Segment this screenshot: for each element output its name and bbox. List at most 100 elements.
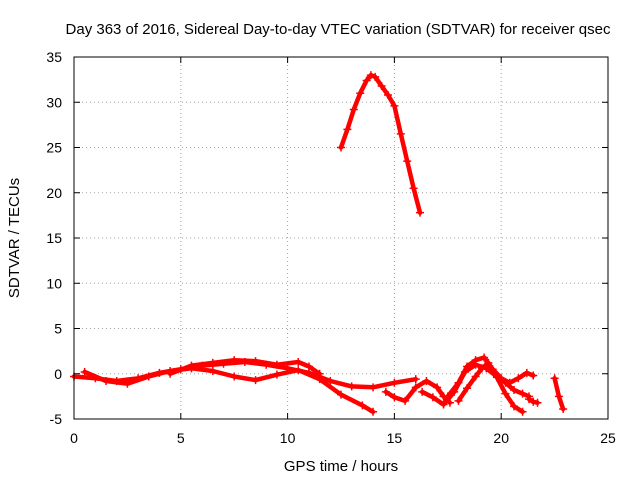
data-point	[366, 71, 375, 80]
data-point	[510, 386, 519, 395]
data-point	[524, 395, 533, 404]
x-tick-labels: 0 5 10 15 20 25	[70, 430, 616, 446]
data-point	[304, 362, 313, 371]
data-point	[477, 364, 486, 373]
axis-ticks	[73, 56, 609, 420]
data-point	[343, 125, 352, 134]
y-tick-label: 20	[46, 185, 62, 201]
series-track-G	[454, 358, 527, 416]
grid-lines	[74, 57, 608, 419]
data-point	[208, 367, 217, 376]
data-points	[70, 71, 568, 416]
data-point	[480, 353, 489, 362]
series-high-arc	[337, 71, 425, 217]
x-axis-label: GPS time / hours	[284, 458, 398, 475]
y-tick-label: 35	[46, 49, 62, 65]
data-point	[411, 375, 420, 384]
data-point	[533, 398, 542, 407]
data-point	[272, 370, 281, 379]
data-point	[294, 357, 303, 366]
data-point	[463, 384, 472, 393]
data-point	[471, 356, 480, 365]
data-point	[369, 407, 378, 416]
data-point	[356, 89, 365, 98]
data-point	[347, 382, 356, 391]
data-point	[409, 184, 418, 193]
data-point	[416, 208, 425, 217]
data-point	[428, 393, 437, 402]
data-point	[381, 387, 390, 396]
data-point	[454, 396, 463, 405]
x-tick-label: 15	[387, 430, 403, 446]
data-point	[422, 376, 431, 385]
series-track-B	[80, 364, 378, 416]
data-point	[383, 91, 392, 100]
data-point	[144, 372, 153, 381]
data-point	[529, 397, 538, 406]
data-point	[187, 361, 196, 370]
data-point	[362, 76, 371, 85]
data-point	[272, 360, 281, 369]
x-tick-label: 20	[493, 430, 509, 446]
y-tick-labels: -5 0 5 10 15 20 25 30 35	[46, 49, 62, 427]
data-point	[315, 369, 324, 378]
series-track-H	[524, 395, 542, 407]
data-point	[377, 81, 386, 90]
data-point	[518, 389, 527, 398]
y-tick-label: 0	[54, 366, 62, 382]
data-point	[514, 374, 523, 383]
data-point	[337, 143, 345, 152]
data-point	[390, 378, 399, 387]
data-point	[550, 374, 559, 383]
data-point	[501, 389, 510, 398]
data-point	[418, 387, 427, 396]
data-point	[554, 392, 563, 401]
series-track-I	[550, 374, 568, 414]
data-point	[411, 383, 420, 392]
data-point	[522, 368, 531, 377]
data-point	[369, 383, 378, 392]
y-tick-label: 10	[46, 275, 62, 291]
data-point	[371, 72, 380, 81]
chart-title: Day 363 of 2016, Sidereal Day-to-day VTE…	[66, 21, 611, 38]
data-point	[559, 405, 568, 414]
data-point	[484, 358, 493, 367]
data-point	[390, 393, 399, 402]
series-line	[338, 72, 423, 215]
data-point	[123, 379, 132, 388]
y-tick-label: -5	[50, 411, 63, 427]
data-point	[492, 373, 501, 382]
data-point	[403, 157, 412, 166]
x-tick-label: 25	[600, 430, 616, 446]
data-point	[505, 378, 514, 387]
x-tick-label: 5	[177, 430, 185, 446]
data-point	[471, 372, 480, 381]
x-tick-label: 10	[280, 430, 296, 446]
data-point	[454, 378, 463, 387]
series-track-A	[70, 357, 420, 392]
data-point	[230, 356, 239, 365]
y-axis-label: SDTVAR / TECUs	[6, 178, 23, 298]
y-tick-label: 25	[46, 140, 62, 156]
data-point	[294, 366, 303, 375]
data-point	[166, 369, 175, 378]
data-point	[401, 396, 410, 405]
data-point	[518, 407, 527, 416]
data-point	[208, 358, 217, 367]
series-line	[82, 366, 376, 415]
data-point	[349, 105, 358, 114]
data-point	[326, 376, 335, 385]
data-point	[463, 362, 472, 371]
data-point	[510, 402, 519, 411]
data-point	[529, 371, 538, 380]
x-tick-label: 0	[70, 430, 78, 446]
data-point	[443, 392, 452, 401]
y-tick-label: 5	[54, 321, 62, 337]
data-point	[396, 129, 405, 138]
series-line	[419, 362, 532, 407]
data-point	[337, 390, 345, 399]
data-point	[230, 372, 239, 381]
data-point	[433, 383, 442, 392]
data-point	[439, 400, 448, 409]
